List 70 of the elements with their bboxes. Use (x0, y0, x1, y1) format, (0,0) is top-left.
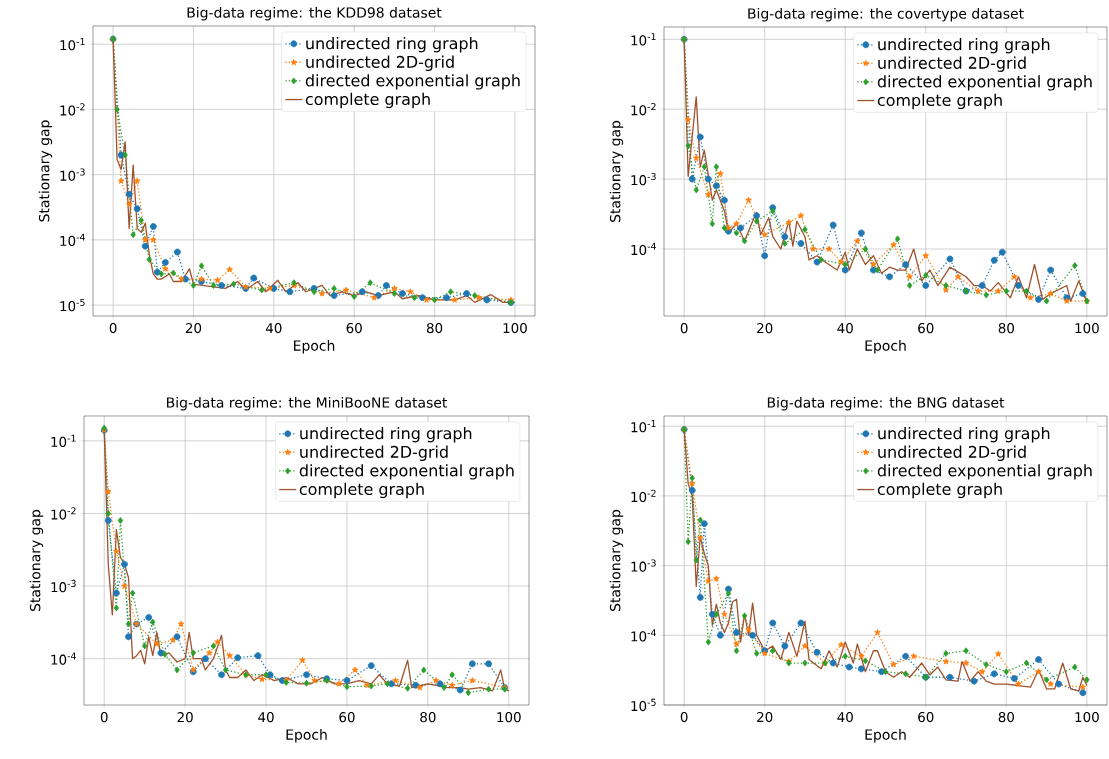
x-tick-label: 20 (177, 712, 193, 723)
y-tick-label: 10$^{-5}$ (60, 298, 85, 312)
y-tick-label: 10$^{-1}$ (60, 38, 85, 51)
y-tick-label: 10$^{-3}$ (631, 172, 656, 186)
x-tick-label: 60 (339, 712, 355, 723)
y-axis-title: Stationary gap (38, 120, 53, 222)
x-tick-label: 100 (1075, 323, 1099, 334)
y-tick-label: 10$^{-1}$ (631, 420, 656, 433)
legend-label: complete graph (299, 482, 424, 499)
y-tick-label: 10$^{-4}$ (631, 242, 656, 256)
x-tick-label: 60 (918, 712, 934, 723)
y-tick-label: 10$^{-3}$ (631, 559, 656, 572)
x-tick-label: 0 (680, 712, 688, 723)
x-tick-label: 60 (918, 323, 934, 334)
legend-label: undirected 2D-grid (878, 56, 1026, 72)
x-tick-label: 40 (837, 323, 853, 334)
y-tick-label: 10$^{-2}$ (60, 103, 85, 116)
legend-label: directed exponential graph (299, 464, 514, 480)
x-axis-title: Epoch (865, 340, 906, 354)
y-tick-label: 10$^{-3}$ (60, 168, 85, 181)
y-tick-label: 10$^{-4}$ (631, 629, 656, 642)
chart-title: Big-data regime: the covertype dataset (748, 8, 1024, 22)
y-axis-title: Stationary gap (609, 509, 624, 611)
chart-title: Big-data regime: the BNG dataset (767, 397, 1005, 411)
legend-label: undirected ring graph (300, 426, 472, 443)
x-tick-label: 0 (680, 323, 688, 334)
y-tick-label: 10$^{-5}$ (631, 698, 656, 712)
y-tick-label: 10$^{-4}$ (60, 233, 85, 246)
legend-label: undirected 2D-grid (878, 445, 1026, 461)
x-tick-label: 40 (258, 712, 274, 723)
x-tick-label: 0 (100, 712, 108, 723)
chart-title: Big-data regime: the KDD98 dataset (187, 7, 442, 21)
x-tick-label: 80 (426, 323, 443, 334)
x-tick-label: 60 (346, 323, 362, 334)
legend-label: directed exponential graph (877, 464, 1092, 480)
legend-label: directed exponential graph (877, 75, 1092, 91)
x-tick-label: 20 (757, 323, 773, 334)
y-axis-title: Stationary gap (609, 120, 624, 222)
legend-label: complete graph (877, 482, 1002, 499)
x-tick-label: 100 (503, 323, 527, 334)
x-tick-label: 40 (265, 323, 282, 334)
legend-label: complete graph (305, 92, 430, 109)
legend-label: complete graph (877, 93, 1002, 110)
y-tick-label: 10$^{-2}$ (51, 507, 76, 520)
x-tick-label: 0 (109, 323, 117, 334)
x-axis-title: Epoch (865, 729, 906, 743)
x-tick-label: 20 (185, 323, 202, 334)
x-tick-label: 100 (497, 712, 521, 723)
chart-title: Big-data regime: the MiniBooNE dataset (167, 397, 448, 411)
x-tick-label: 80 (998, 323, 1014, 334)
y-tick-label: 10$^{-1}$ (51, 434, 76, 447)
x-tick-label: 100 (1075, 712, 1099, 723)
y-axis-title: Stationary gap (29, 509, 44, 611)
y-tick-label: 10$^{-4}$ (51, 652, 76, 665)
x-tick-label: 40 (837, 712, 853, 723)
legend-label: undirected ring graph (878, 426, 1050, 443)
x-tick-label: 80 (998, 712, 1014, 723)
y-tick-label: 10$^{-2}$ (631, 103, 656, 116)
legend-label: undirected 2D-grid (306, 55, 454, 71)
legend-label: directed exponential graph (305, 74, 520, 90)
y-tick-label: 10$^{-3}$ (51, 579, 76, 593)
x-tick-label: 80 (420, 712, 436, 723)
x-axis-title: Epoch (294, 340, 335, 354)
legend-label: undirected ring graph (878, 37, 1050, 54)
x-axis-title: Epoch (286, 729, 327, 743)
legend-label: undirected 2D-grid (300, 445, 448, 461)
y-tick-label: 10$^{-1}$ (631, 33, 656, 46)
x-tick-label: 20 (757, 712, 773, 723)
y-tick-label: 10$^{-2}$ (631, 489, 656, 503)
legend-label: undirected ring graph (306, 36, 478, 53)
